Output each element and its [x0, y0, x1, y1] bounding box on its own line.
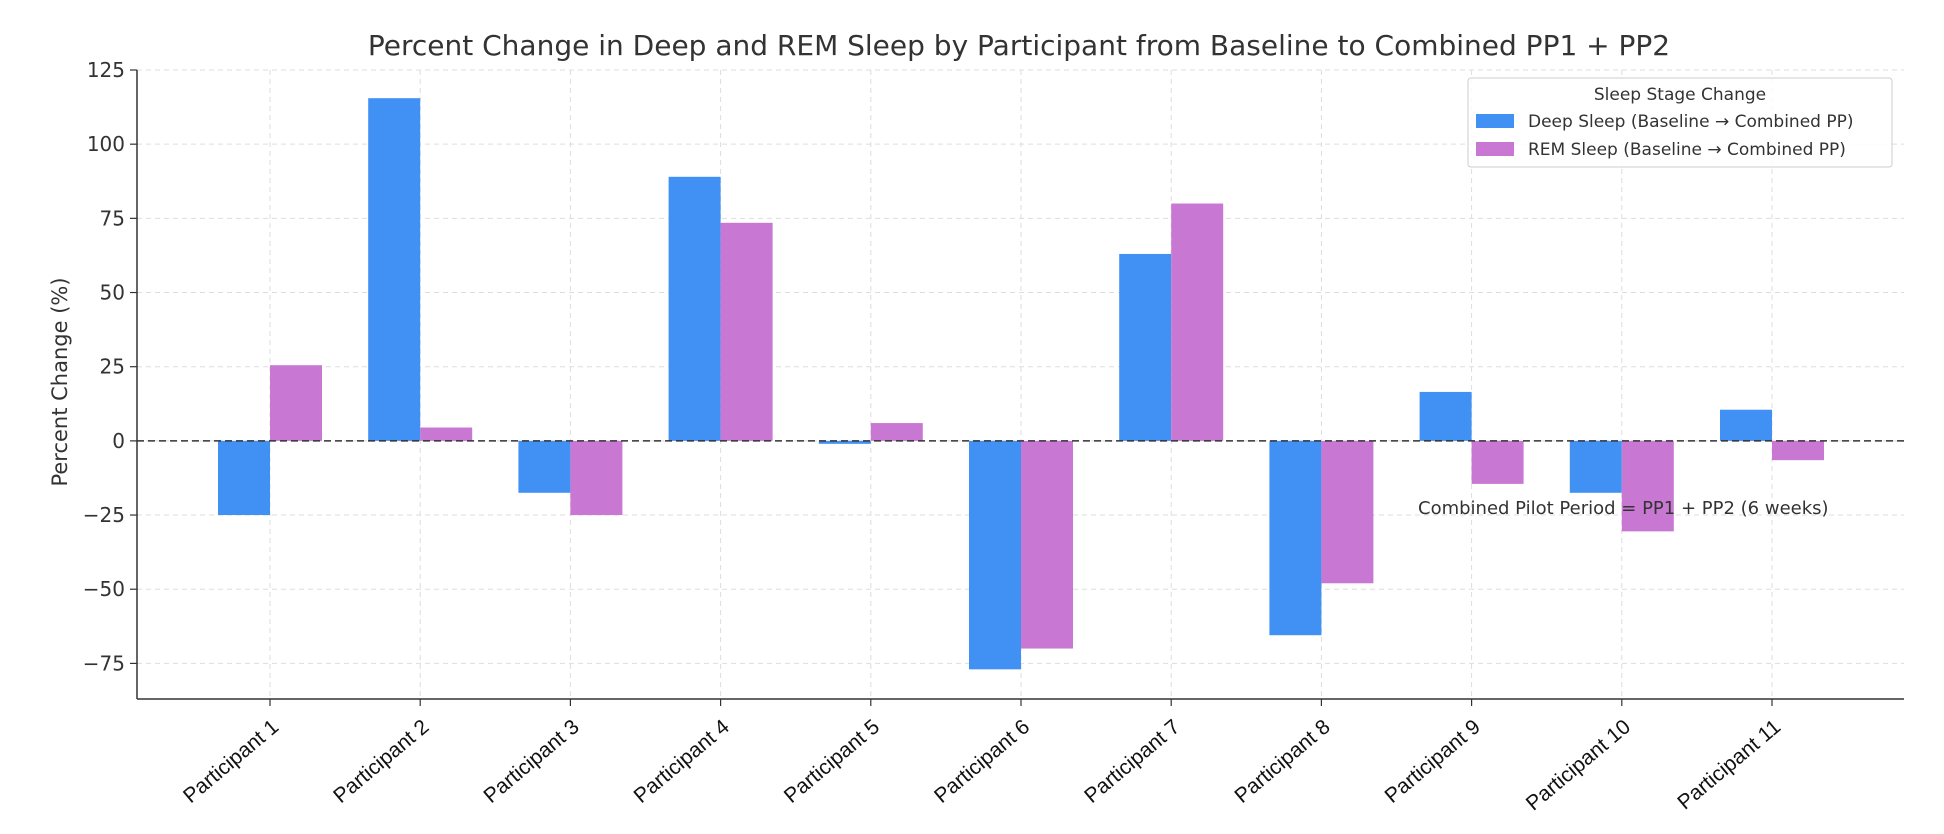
y-tick-label: −50: [83, 577, 125, 601]
y-tick-label: 75: [100, 206, 125, 230]
x-tick-label: Participant 5: [780, 715, 884, 808]
deep-sleep-bar: [368, 98, 421, 441]
y-tick-label: 50: [100, 281, 125, 305]
legend-swatch-rem-sleep: [1476, 142, 1514, 156]
y-axis-label: Percent Change (%): [48, 277, 72, 486]
y-tick-label: −25: [83, 503, 125, 527]
chart-title: Percent Change in Deep and REM Sleep by …: [368, 29, 1670, 62]
x-tick-label: Participant 8: [1230, 715, 1334, 808]
x-tick-label: Participant 2: [329, 715, 433, 808]
deep-sleep-bar: [1720, 409, 1772, 441]
y-tick-label: 25: [100, 355, 125, 379]
y-tick-label: −75: [83, 651, 125, 675]
y-tick-label: 100: [87, 132, 125, 156]
x-tick-label: Participant 3: [479, 715, 583, 808]
legend-label-rem-sleep: REM Sleep (Baseline → Combined PP): [1528, 140, 1846, 160]
legend-label-deep-sleep: Deep Sleep (Baseline → Combined PP): [1528, 112, 1854, 132]
x-tick-label: Participant 10: [1522, 715, 1635, 815]
deep-sleep-bar: [518, 440, 571, 493]
x-tick-label: Participant 7: [1080, 715, 1184, 808]
legend: Sleep Stage Change Deep Sleep (Baseline …: [1467, 77, 1893, 168]
x-axis-ticks: Participant 1 Participant 2 Participant 3 P…: [179, 699, 1785, 815]
legend-box: [1467, 77, 1893, 168]
rem-sleep-bar: [870, 423, 923, 441]
x-tick-label: Participant 1: [179, 715, 283, 808]
rem-sleep-bar: [570, 440, 623, 516]
y-tick-label: 0: [112, 429, 125, 453]
rem-sleep-bar: [1021, 440, 1073, 649]
deep-sleep-bar: [218, 440, 270, 516]
deep-sleep-bar: [1269, 440, 1322, 636]
rem-sleep-bar: [1772, 440, 1824, 461]
x-tick-label: Participant 11: [1673, 715, 1785, 814]
rem-sleep-bar: [1171, 203, 1224, 441]
x-tick-label: Participant 9: [1381, 715, 1485, 808]
deep-sleep-bar: [1569, 440, 1622, 493]
x-tick-label: Participant 6: [930, 715, 1034, 808]
x-tick-label: Participant 4: [630, 715, 734, 808]
deep-sleep-bar: [818, 440, 871, 444]
y-tick-label: 125: [87, 58, 125, 82]
y-axis-ticks: 125 100 75 50 25 0 −25 −50 −75: [83, 58, 137, 675]
rem-sleep-bar: [1621, 440, 1674, 532]
deep-sleep-bar: [668, 176, 721, 441]
deep-sleep-bar: [1419, 391, 1472, 441]
rem-sleep-bar: [270, 365, 322, 441]
rem-sleep-bar: [1471, 440, 1524, 484]
legend-swatch-deep-sleep: [1476, 114, 1514, 128]
chart-annotation: Combined Pilot Period = PP1 + PP2 (6 wee…: [1418, 498, 1829, 519]
rem-sleep-bar: [420, 427, 473, 441]
legend-title: Sleep Stage Change: [1594, 85, 1766, 105]
deep-sleep-bar: [1119, 253, 1172, 441]
rem-sleep-bar: [720, 222, 773, 441]
bars: [218, 98, 1824, 670]
rem-sleep-bar: [1321, 440, 1374, 584]
deep-sleep-bar: [969, 440, 1021, 670]
